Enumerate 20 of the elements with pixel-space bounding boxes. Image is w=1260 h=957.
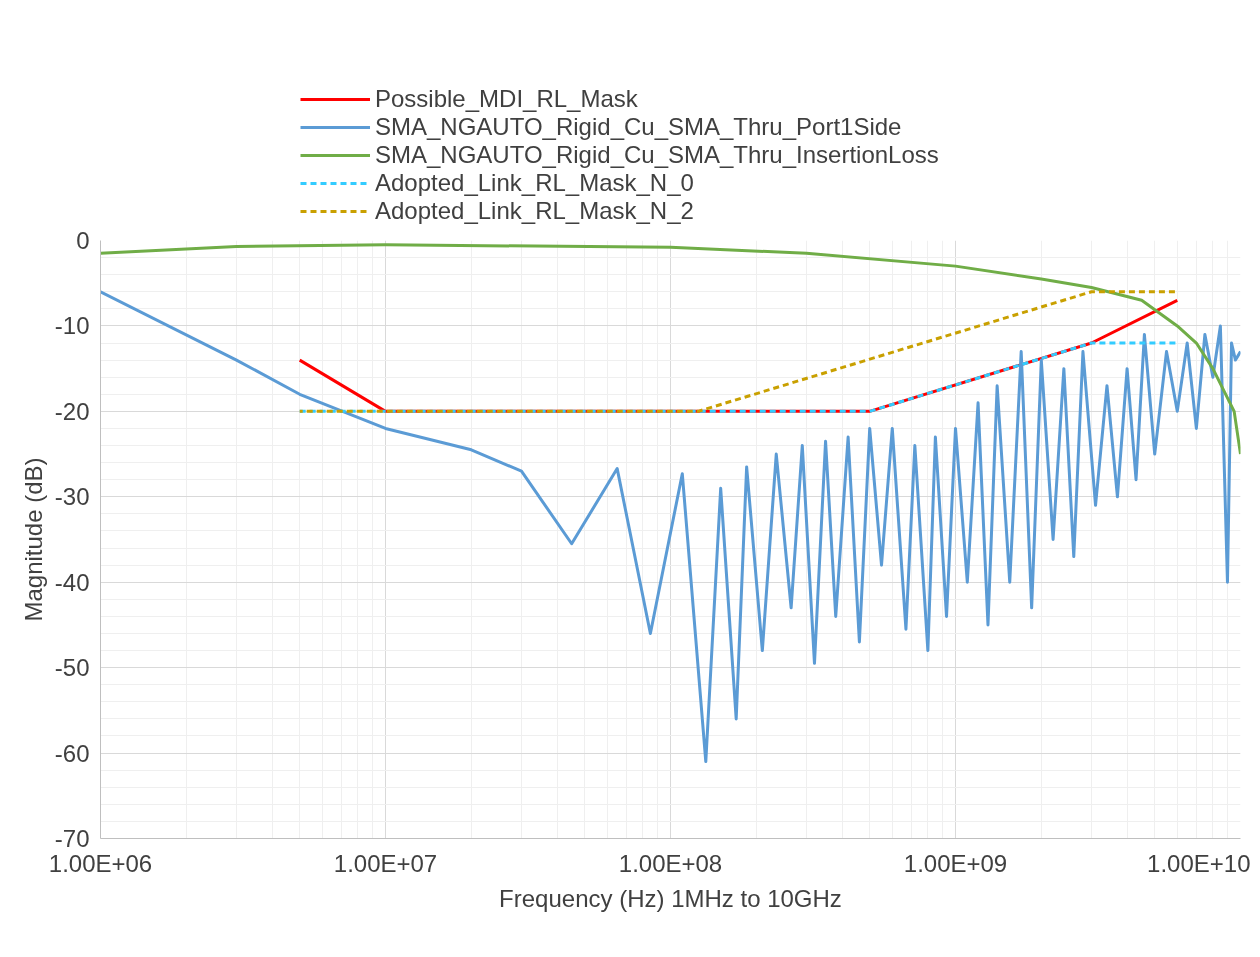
y-tick-label: -20 [54, 397, 90, 425]
legend-label: SMA_NGAUTO_Rigid_Cu_SMA_Thru_InsertionLoss [375, 141, 939, 169]
y-tick-label: -30 [54, 483, 90, 511]
y-tick-label: -10 [54, 312, 90, 340]
x-axis-title: Frequency (Hz) 1MHz to 10GHz [499, 884, 842, 912]
y-tick-label: -40 [54, 568, 90, 596]
x-tick-label: 1.00E+07 [333, 849, 438, 877]
x-tick-label: 1.00E+09 [903, 849, 1008, 877]
legend-label: Possible_MDI_RL_Mask [375, 85, 638, 113]
x-tick-label: 1.00E+06 [48, 849, 153, 877]
y-axis-title: Magnitude (dB) [19, 457, 47, 622]
legend-label: SMA_NGAUTO_Rigid_Cu_SMA_Thru_Port1Side [375, 113, 902, 141]
x-tick-label: 1.00E+08 [618, 849, 723, 877]
legend-label: Adopted_Link_RL_Mask_N_0 [375, 169, 694, 197]
y-tick-label: -50 [54, 654, 90, 682]
legend-label: Adopted_Link_RL_Mask_N_2 [375, 197, 694, 225]
x-tick-label: 1.00E+10 [1147, 849, 1251, 877]
y-tick-label: 0 [76, 227, 90, 254]
y-tick-label: -60 [54, 739, 90, 767]
y-tick-label: -70 [54, 825, 90, 852]
